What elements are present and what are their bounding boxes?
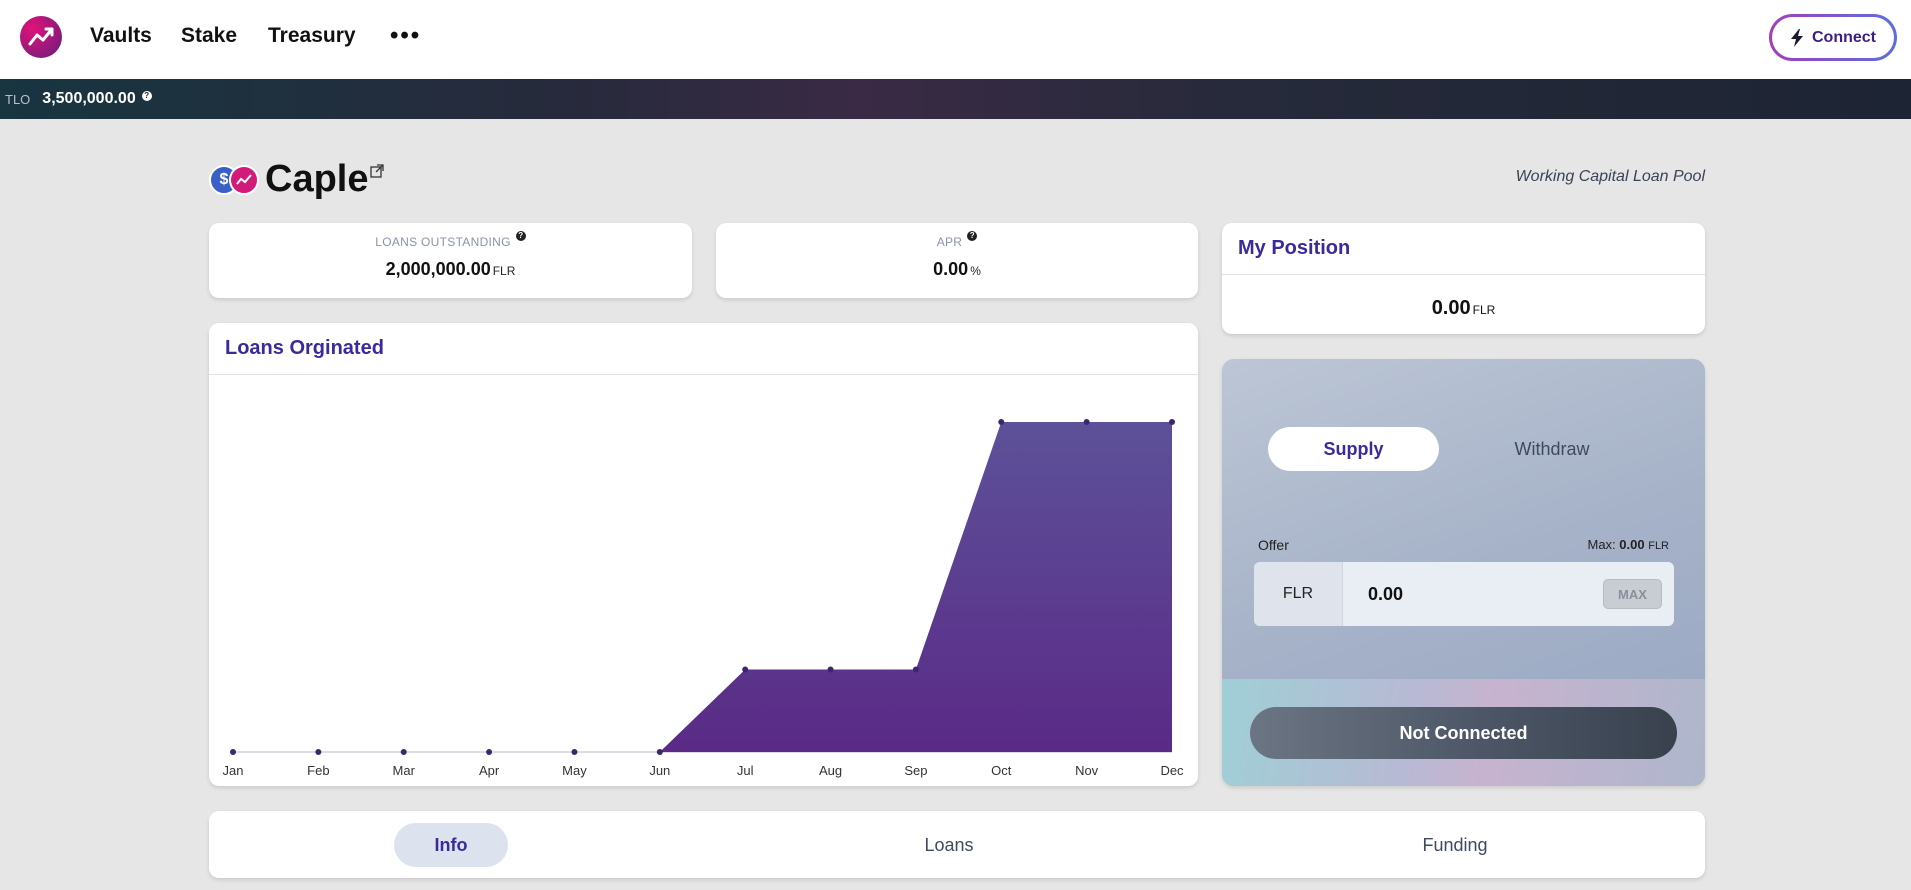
x-tick-label: Oct — [991, 763, 1012, 778]
panel-action-area: Not Connected — [1222, 679, 1705, 786]
data-point[interactable] — [827, 666, 834, 673]
data-point[interactable] — [656, 749, 663, 755]
help-icon[interactable]: ? — [515, 231, 526, 241]
nav-stake-link[interactable]: Stake — [181, 24, 238, 47]
apr-title: APR? — [716, 231, 1198, 249]
x-tick-label: Mar — [393, 763, 416, 778]
more-menu-icon[interactable]: ••• — [390, 22, 422, 49]
my-position-title: My Position — [1222, 223, 1705, 275]
my-position-value: 0.00 FLR — [1431, 297, 1496, 319]
top-navigation: Vaults Stake Treasury ••• Connect — [0, 0, 1911, 79]
series-area — [233, 422, 1172, 752]
loans-originated-card: Loans Orginated Jan Feb Mar Apr May Jun Jul Aug… — [209, 323, 1198, 786]
tab-supply[interactable]: Supply — [1268, 427, 1439, 471]
x-tick-label: May — [562, 763, 587, 778]
nav-vaults-link[interactable]: Vaults — [90, 24, 152, 47]
tab-withdraw[interactable]: Withdraw — [1514, 438, 1590, 459]
stats-bar: TLO 3,500,000.00 ? — [0, 79, 1911, 119]
data-point[interactable] — [315, 749, 322, 755]
apr-card: APR? 0.00% — [716, 223, 1198, 298]
not-connected-button[interactable]: Not Connected — [1250, 707, 1677, 759]
nav-treasury-link[interactable]: Treasury — [268, 24, 356, 47]
x-tick-label: Sep — [904, 763, 927, 778]
connect-button-label: Connect — [1812, 28, 1876, 46]
help-icon[interactable]: ? — [967, 231, 978, 241]
loans-outstanding-value: 2,000,000.00 FLR — [385, 259, 516, 279]
data-point[interactable] — [1083, 419, 1090, 425]
offer-label: Offer — [1258, 537, 1289, 553]
data-point[interactable] — [230, 749, 236, 755]
x-tick-label: Apr — [479, 763, 500, 778]
x-tick-label: Jun — [649, 763, 670, 778]
trend-up-logo-icon[interactable] — [20, 16, 62, 58]
data-point[interactable] — [742, 666, 749, 673]
lightning-bolt-icon — [1791, 28, 1803, 47]
max-button[interactable]: MAX — [1603, 579, 1662, 609]
tab-info[interactable]: Info — [394, 823, 508, 867]
loans-originated-title: Loans Orginated — [209, 323, 1198, 375]
my-position-card: My Position 0.00 FLR — [1222, 223, 1705, 334]
pool-type: Working Capital Loan Pool — [1515, 168, 1705, 185]
external-link-icon[interactable] — [370, 163, 385, 178]
max-available: Max: 0.00 FLR — [1587, 537, 1669, 552]
x-tick-label: Jul — [737, 763, 754, 778]
data-point[interactable] — [400, 749, 407, 755]
data-point[interactable] — [486, 749, 493, 755]
supply-panel: Supply Withdraw Offer Max: 0.00 FLR FLR … — [1222, 359, 1705, 786]
offer-token-label: FLR — [1254, 562, 1343, 626]
data-point[interactable] — [571, 749, 578, 755]
trend-coin-icon — [229, 164, 259, 195]
offer-field: FLR MAX — [1254, 562, 1674, 626]
x-tick-label: Feb — [307, 763, 329, 778]
tab-loans[interactable]: Loans — [924, 834, 974, 855]
loans-outstanding-title: LOANS OUTSTANDING? — [209, 231, 692, 249]
x-tick-label: Aug — [819, 763, 842, 778]
loans-originated-chart: Jan Feb Mar Apr May Jun Jul Aug Sep Oct Nov Dec — [223, 419, 1184, 778]
pool-name: Caple — [265, 158, 369, 200]
pool-header: $ Caple — [209, 158, 385, 201]
x-tick-label: Nov — [1075, 763, 1099, 778]
x-tick-label: Jan — [223, 763, 244, 778]
data-point[interactable] — [998, 419, 1005, 425]
loans-outstanding-card: LOANS OUTSTANDING? 2,000,000.00 FLR — [209, 223, 692, 298]
x-tick-label: Dec — [1160, 763, 1184, 778]
tlo-value: 3,500,000.00 — [42, 90, 136, 107]
connect-button[interactable]: Connect — [1769, 14, 1897, 61]
data-point[interactable] — [1169, 419, 1175, 425]
data-point[interactable] — [912, 666, 919, 673]
apr-value: 0.00% — [933, 259, 981, 279]
help-icon[interactable]: ? — [141, 91, 152, 101]
bottom-tabs: Info Loans Funding — [209, 811, 1705, 878]
tlo-label: TLO — [5, 91, 31, 107]
tab-funding[interactable]: Funding — [1422, 834, 1488, 855]
